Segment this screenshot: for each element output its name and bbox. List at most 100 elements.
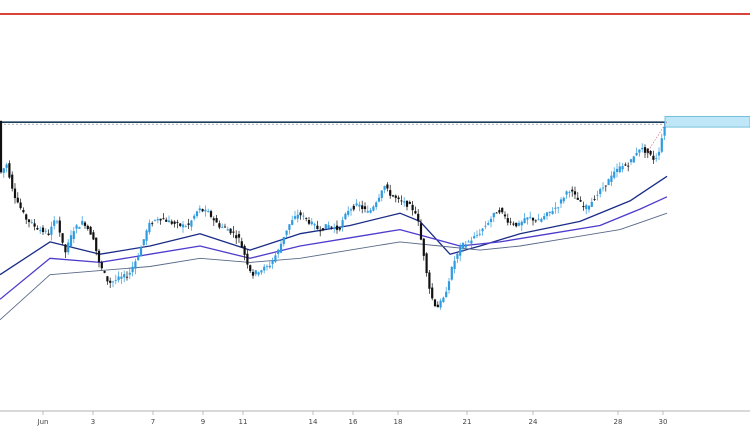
candle-body: [307, 220, 311, 224]
candle: [16, 192, 19, 204]
candle-body: [456, 253, 459, 259]
candle-body: [263, 266, 266, 271]
x-tick-label: 18: [394, 418, 403, 426]
candle-body: [657, 151, 661, 156]
candle-body: [576, 197, 579, 200]
candle-body: [643, 147, 647, 153]
candle: [610, 171, 613, 187]
candle: [439, 298, 442, 310]
candle-body: [310, 221, 313, 225]
candle-body: [159, 218, 162, 221]
candle-body: [201, 209, 204, 212]
ma-fast-line: [0, 175, 668, 276]
candle-body: [568, 191, 571, 193]
candle-body: [649, 150, 652, 155]
candle-body: [498, 210, 501, 213]
candle-body: [450, 266, 453, 280]
candle: [576, 192, 579, 200]
candle: [187, 218, 190, 229]
ma-slow-line: [0, 212, 668, 321]
candle: [534, 219, 537, 223]
candle: [394, 194, 397, 203]
candle: [649, 150, 652, 156]
candle: [338, 227, 341, 232]
candle: [64, 244, 67, 258]
candle: [243, 244, 246, 261]
candle: [207, 208, 210, 213]
candle-body: [503, 214, 507, 217]
candle: [78, 226, 81, 229]
candle-body: [453, 260, 456, 269]
candle: [319, 226, 322, 237]
candle-body: [218, 223, 221, 228]
candle: [145, 229, 148, 246]
candle: [30, 219, 33, 224]
candle: [232, 226, 235, 238]
candle-body: [400, 200, 403, 202]
candle-body: [615, 168, 619, 172]
candle-body: [515, 222, 518, 227]
x-tick-label: 7: [151, 418, 155, 426]
candle: [109, 277, 112, 289]
candle: [428, 270, 431, 294]
candle-body: [39, 230, 42, 232]
candle-body: [531, 217, 535, 221]
candle: [615, 163, 619, 178]
candle: [218, 220, 221, 230]
candle: [223, 223, 227, 228]
candle-body: [260, 270, 263, 273]
candle: [375, 200, 378, 210]
candle: [433, 298, 437, 308]
candle-body: [487, 223, 490, 225]
candle-body: [8, 163, 11, 178]
candle-body: [95, 237, 98, 252]
candle-body: [16, 197, 19, 203]
candle-body: [176, 221, 179, 223]
candle: [450, 266, 453, 281]
candle-body: [50, 226, 53, 235]
candle-body: [92, 232, 95, 240]
candle-body: [394, 195, 397, 198]
candle: [599, 187, 602, 198]
candle-body: [257, 272, 260, 275]
candle: [89, 225, 92, 235]
candle-body: [425, 253, 428, 274]
candle-body: [55, 221, 59, 223]
candle-body: [349, 209, 353, 211]
candle-body: [139, 247, 143, 257]
candle-body: [585, 205, 588, 209]
candle-body: [190, 220, 193, 227]
candle-body: [632, 156, 635, 163]
candle: [372, 205, 375, 212]
candle-body: [299, 212, 302, 216]
candle: [310, 218, 313, 226]
candle: [327, 221, 330, 229]
candle: [422, 237, 425, 261]
candle: [425, 252, 428, 277]
candle-body: [587, 205, 591, 210]
candle: [632, 155, 635, 163]
x-tick-label: 3: [91, 418, 95, 426]
candle-body: [97, 250, 101, 263]
candle: [92, 229, 95, 241]
candle-body: [145, 230, 148, 241]
candle-body: [33, 223, 36, 227]
candle-body: [223, 226, 227, 228]
candle-body: [652, 155, 655, 160]
candle: [83, 220, 87, 229]
candle: [159, 218, 162, 225]
candle-body: [635, 152, 638, 156]
candle-body: [81, 220, 84, 225]
candle: [548, 211, 551, 217]
candle: [36, 225, 39, 230]
candle-body: [475, 234, 479, 236]
candle: [464, 240, 467, 250]
candle: [431, 283, 434, 301]
supply-zone: [664, 116, 750, 128]
candle: [344, 212, 347, 221]
candle: [190, 219, 193, 231]
candle: [523, 212, 526, 224]
candle: [11, 171, 14, 192]
candle-body: [473, 236, 476, 239]
